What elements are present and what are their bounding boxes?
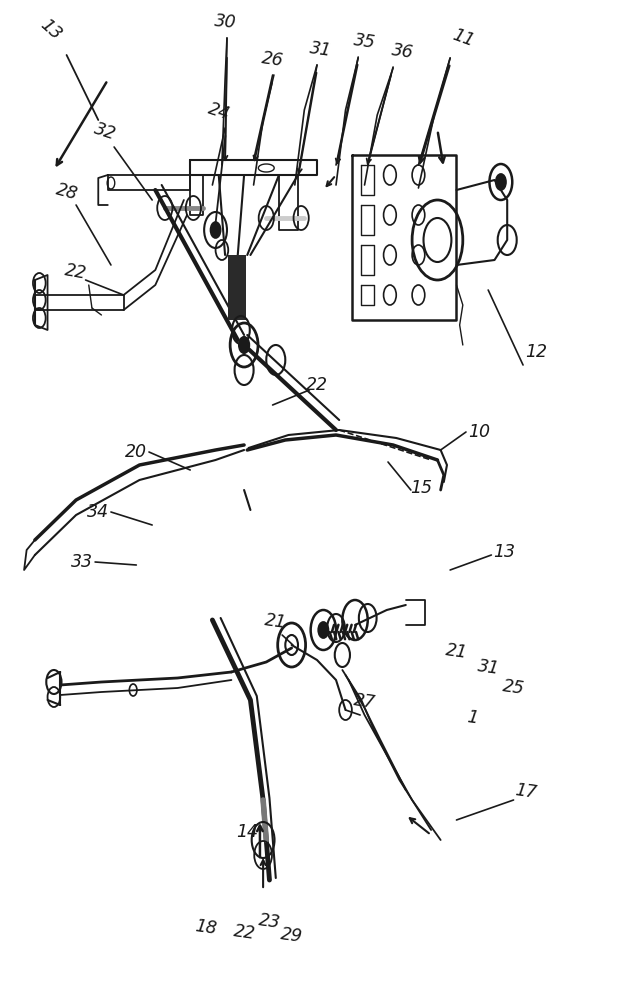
Text: 10: 10: [468, 423, 489, 441]
Text: 29: 29: [280, 926, 304, 946]
Text: 27: 27: [353, 692, 377, 712]
Text: 21: 21: [264, 612, 288, 632]
Text: 18: 18: [194, 918, 218, 938]
Circle shape: [318, 622, 328, 638]
Text: 22: 22: [306, 376, 328, 394]
Circle shape: [496, 174, 506, 190]
Text: 12: 12: [525, 343, 547, 361]
Text: 35: 35: [353, 32, 377, 52]
Text: 13: 13: [37, 16, 65, 44]
Text: 36: 36: [391, 42, 415, 62]
Text: 1: 1: [465, 708, 479, 728]
Text: 31: 31: [476, 658, 500, 678]
Text: 21: 21: [444, 642, 469, 662]
Text: 15: 15: [411, 479, 432, 497]
Circle shape: [210, 222, 221, 238]
Bar: [228, 255, 246, 320]
Text: 17: 17: [514, 782, 538, 802]
Text: 30: 30: [213, 12, 237, 32]
Text: 34: 34: [87, 503, 109, 521]
Text: 28: 28: [54, 180, 79, 204]
Text: 23: 23: [257, 912, 281, 932]
Text: 13: 13: [493, 543, 515, 561]
Text: 11: 11: [450, 26, 476, 50]
Text: 26: 26: [261, 50, 285, 70]
Text: 20: 20: [126, 443, 147, 461]
Text: 33: 33: [72, 553, 93, 571]
Text: 24: 24: [205, 100, 232, 124]
Text: 31: 31: [308, 40, 332, 60]
Circle shape: [239, 337, 249, 353]
Text: 14: 14: [236, 823, 258, 841]
Text: 22: 22: [63, 261, 89, 283]
Text: 25: 25: [501, 678, 526, 698]
Text: 32: 32: [91, 120, 118, 144]
Text: 22: 22: [232, 923, 256, 943]
